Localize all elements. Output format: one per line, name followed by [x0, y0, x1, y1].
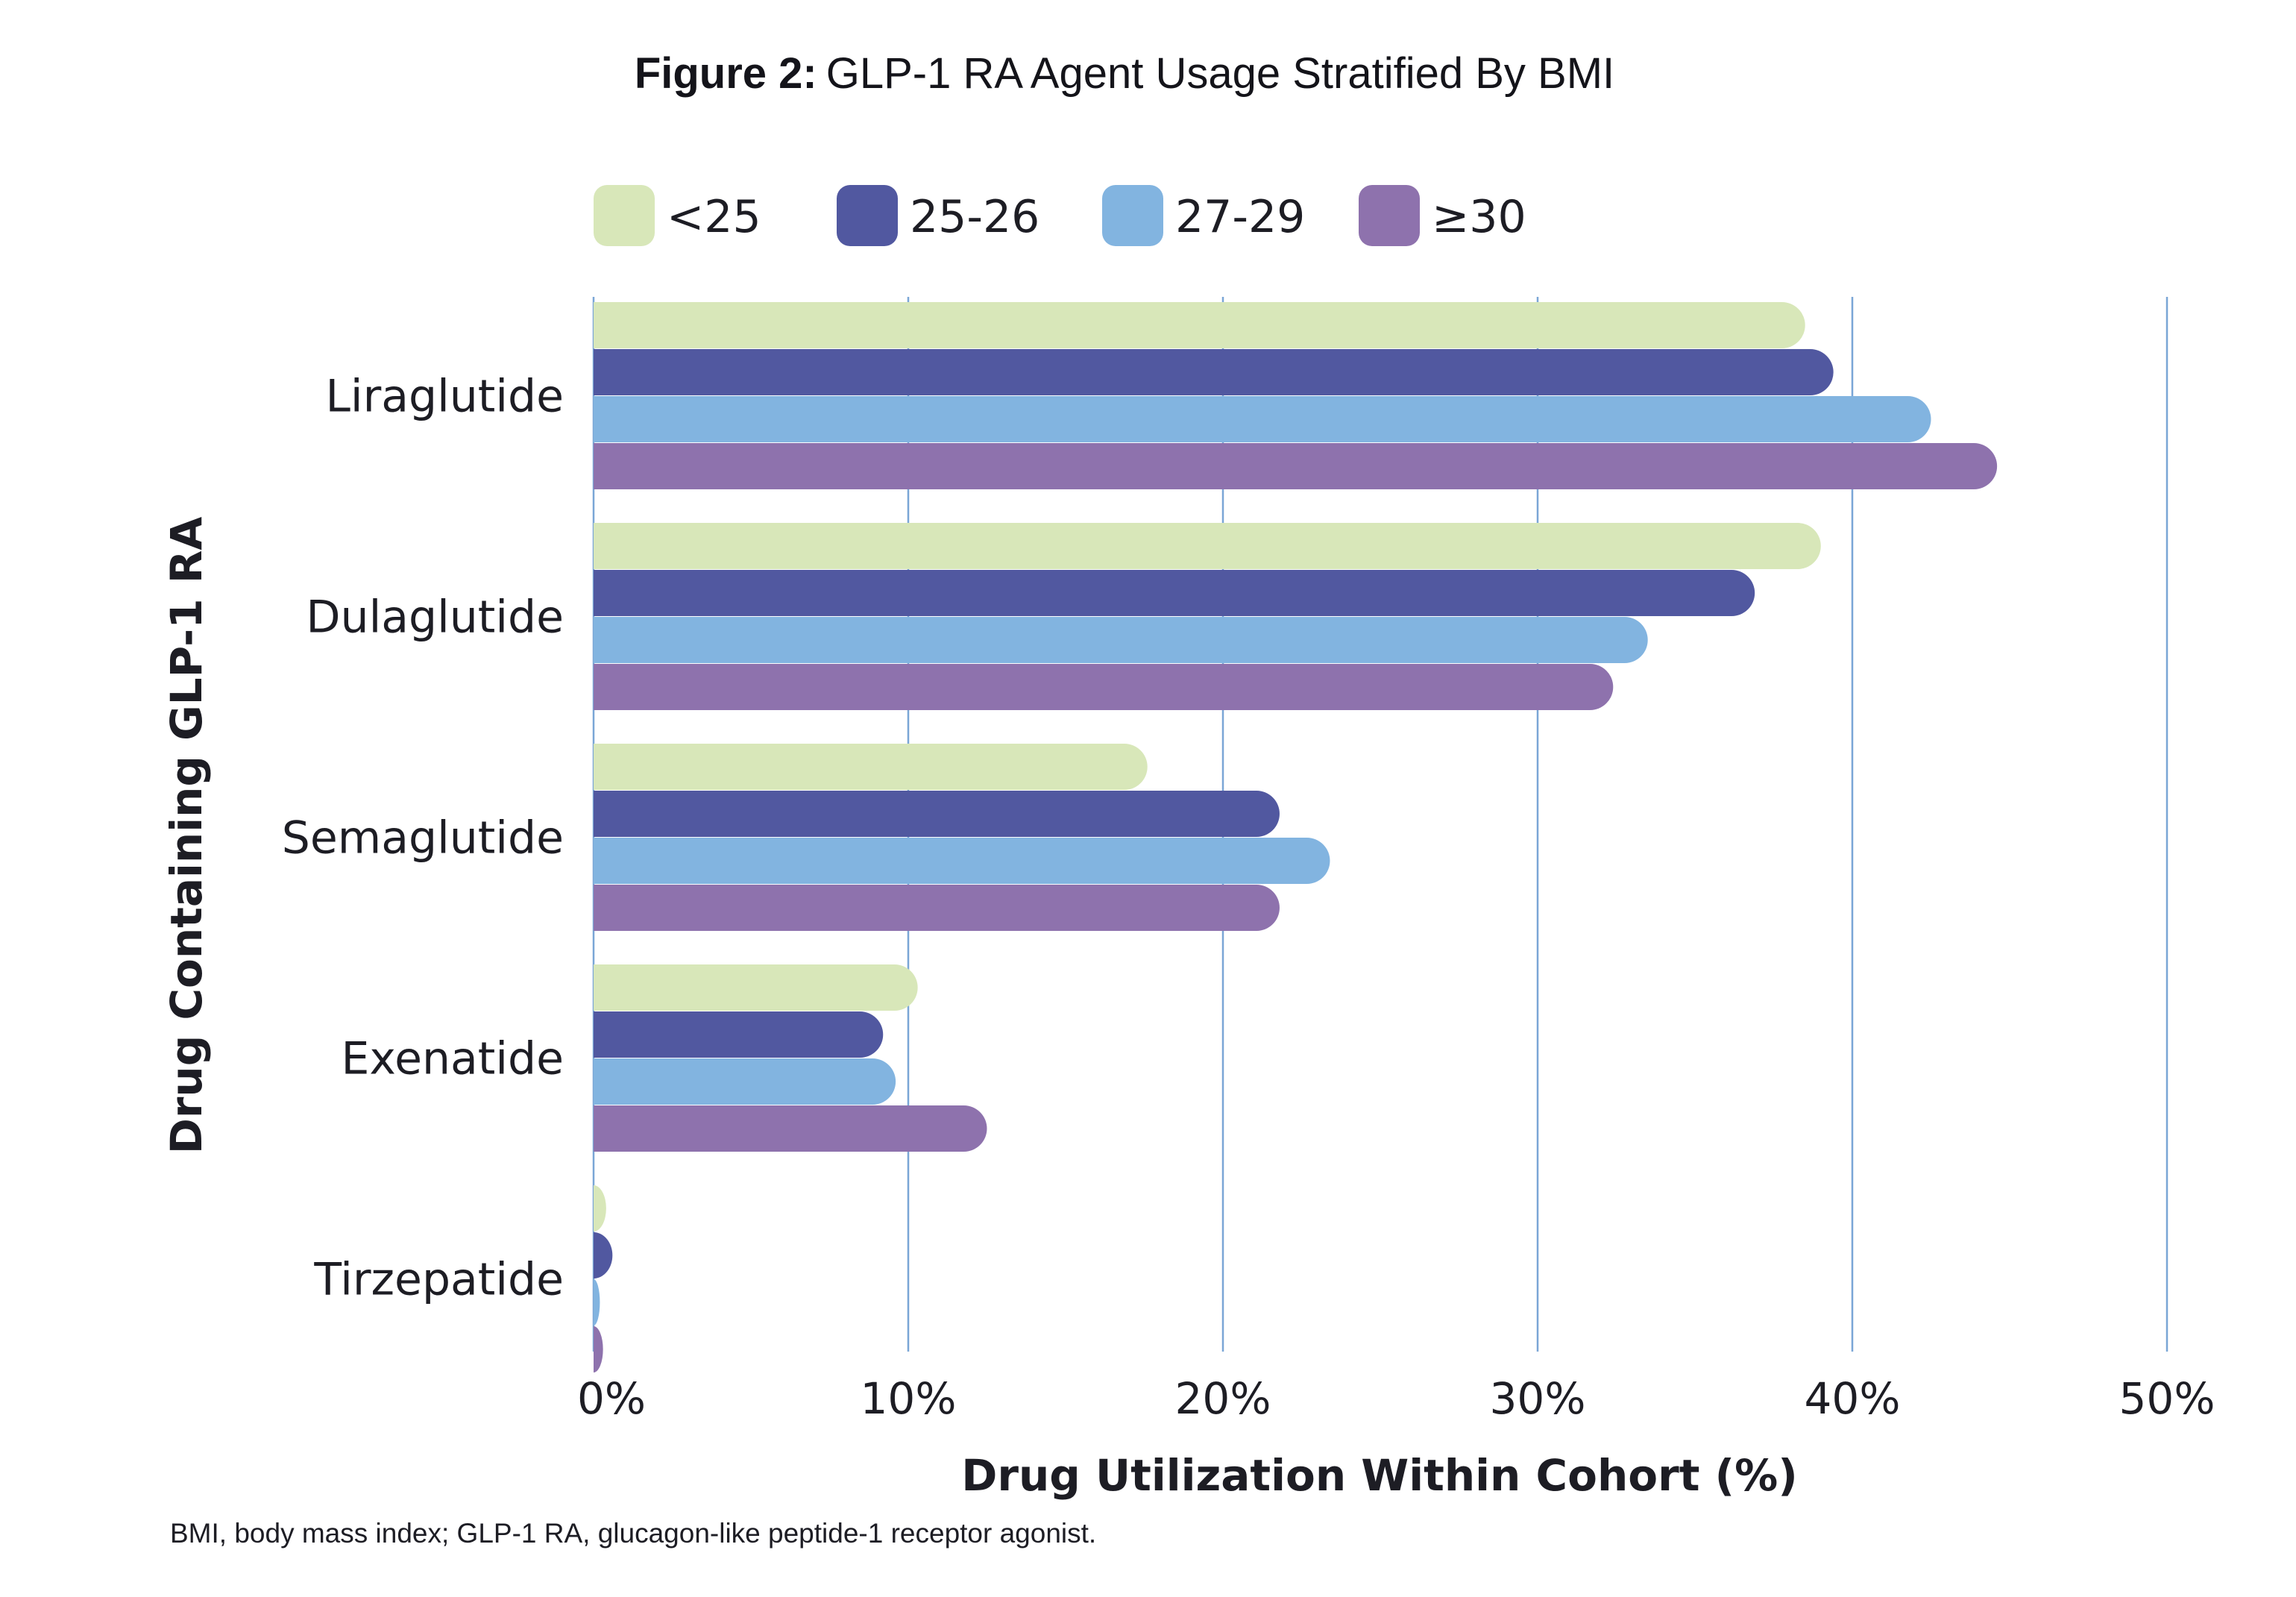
category-label-exenatide: Exenatide — [342, 1033, 564, 1085]
x-axis-title: Drug Utilization Within Cohort (%) — [961, 1450, 1797, 1501]
bar-tirzepatide-25-26 — [594, 1232, 613, 1278]
bar-exenatide-lt25 — [594, 964, 918, 1011]
bar-tirzepatide-lt25 — [594, 1185, 606, 1232]
category-label-liraglutide: Liraglutide — [325, 371, 564, 423]
category-label-dulaglutide: Dulaglutide — [306, 592, 564, 644]
category-label-semaglutide: Semaglutide — [282, 812, 564, 865]
bar-semaglutide-lt25 — [594, 744, 1148, 790]
figure-title: Figure 2: GLP-1 RA Agent Usage Stratified… — [635, 49, 1614, 98]
bars — [594, 302, 1998, 1372]
legend-item-27-29: 27-29 — [1102, 185, 1305, 246]
category-label-tirzepatide: Tirzepatide — [313, 1254, 564, 1306]
x-tick-label-0: 0% — [577, 1373, 646, 1424]
legend-swatch-25-26 — [837, 185, 898, 246]
legend-swatch-lt25 — [594, 185, 655, 246]
x-tick-label-50: 50% — [2119, 1373, 2215, 1424]
bar-liraglutide-gte30 — [594, 443, 1998, 489]
legend-swatch-27-29 — [1102, 185, 1163, 246]
figure-title-rest: GLP-1 RA Agent Usage Stratified By BMI — [826, 49, 1614, 98]
legend-label-gte30: ≥30 — [1432, 191, 1526, 243]
x-tick-label-20: 20% — [1175, 1373, 1271, 1424]
legend-item-lt25: <25 — [594, 185, 761, 246]
y-axis-title: Drug Containing GLP-1 RA — [161, 517, 212, 1155]
bar-dulaglutide-lt25 — [594, 523, 1821, 569]
legend-swatch-gte30 — [1359, 185, 1420, 246]
legend-label-lt25: <25 — [667, 191, 761, 243]
bar-exenatide-27-29 — [594, 1058, 896, 1105]
category-labels: Liraglutide Dulaglutide Semaglutide Exenati… — [282, 371, 564, 1306]
bar-dulaglutide-gte30 — [594, 664, 1614, 710]
footnote: BMI, body mass index; GLP-1 RA, glucagon… — [170, 1518, 1096, 1549]
bar-dulaglutide-25-26 — [594, 570, 1755, 616]
legend-label-27-29: 27-29 — [1175, 191, 1305, 243]
legend-item-25-26: 25-26 — [837, 185, 1040, 246]
x-tick-labels: 0% 10% 20% 30% 40% 50% — [577, 1373, 2215, 1424]
bar-semaglutide-25-26 — [594, 791, 1280, 837]
figure-title-bold: Figure 2: — [635, 49, 817, 98]
bar-liraglutide-27-29 — [594, 396, 1931, 442]
bar-liraglutide-lt25 — [594, 302, 1805, 348]
bar-liraglutide-25-26 — [594, 349, 1834, 395]
legend: <25 25-26 27-29 ≥30 — [594, 185, 1526, 246]
bar-dulaglutide-27-29 — [594, 617, 1648, 663]
bar-semaglutide-27-29 — [594, 838, 1330, 884]
bar-semaglutide-gte30 — [594, 885, 1280, 931]
x-tick-label-30: 30% — [1490, 1373, 1586, 1424]
bar-exenatide-gte30 — [594, 1105, 987, 1152]
bar-exenatide-25-26 — [594, 1011, 884, 1058]
legend-item-gte30: ≥30 — [1359, 185, 1526, 246]
x-tick-label-10: 10% — [861, 1373, 957, 1424]
legend-label-25-26: 25-26 — [910, 191, 1040, 243]
bar-tirzepatide-27-29 — [594, 1279, 600, 1325]
x-tick-label-40: 40% — [1805, 1373, 1901, 1424]
bar-tirzepatide-gte30 — [594, 1325, 603, 1372]
